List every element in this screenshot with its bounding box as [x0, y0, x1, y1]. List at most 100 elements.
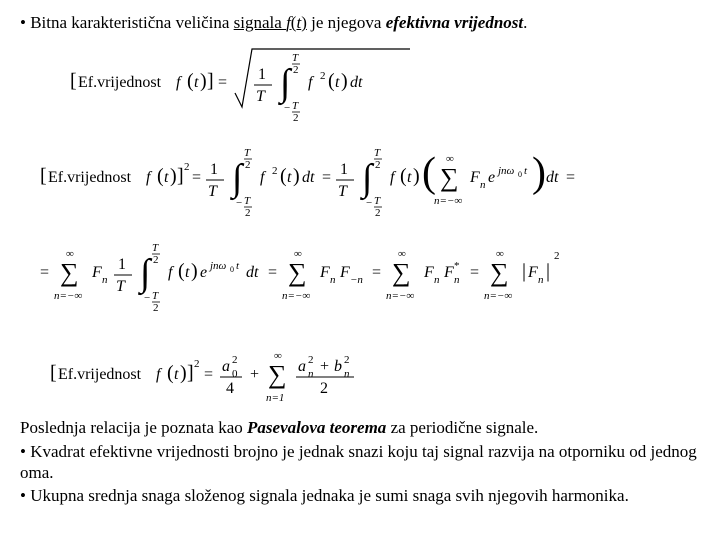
svg-text:(: (	[328, 70, 335, 92]
svg-text:2: 2	[245, 159, 251, 171]
svg-text:t: t	[194, 74, 199, 91]
svg-text:(: (	[422, 150, 436, 196]
svg-text:∑: ∑	[288, 258, 307, 287]
intro-signal: signala	[234, 13, 286, 32]
svg-text:F: F	[527, 264, 538, 281]
svg-text:∞: ∞	[398, 248, 406, 260]
svg-text:∑: ∑	[392, 258, 411, 287]
svg-text:2: 2	[293, 64, 299, 76]
svg-text:f: f	[168, 264, 175, 281]
svg-text:T: T	[374, 195, 381, 207]
svg-text:]: ]	[187, 362, 194, 384]
svg-text:(: (	[187, 70, 194, 92]
svg-text:T: T	[244, 195, 251, 207]
svg-text:∑: ∑	[60, 258, 79, 287]
svg-text:t: t	[174, 366, 179, 383]
svg-text:∫: ∫	[360, 157, 375, 201]
svg-text:T: T	[292, 52, 299, 64]
svg-text:(: (	[167, 362, 174, 384]
svg-text:f: f	[156, 366, 163, 383]
svg-text:jnω: jnω	[496, 165, 515, 177]
svg-text:2: 2	[375, 159, 381, 171]
closing-p1: Poslednja relacija je poznata kao Paseva…	[20, 417, 700, 438]
svg-text:[: [	[70, 70, 77, 92]
svg-text:1: 1	[340, 161, 348, 178]
svg-text:n: n	[344, 368, 350, 380]
svg-text:f: f	[176, 74, 183, 91]
svg-text:a: a	[298, 358, 306, 375]
svg-text:T: T	[244, 147, 251, 159]
svg-text:0: 0	[232, 368, 238, 380]
svg-text:dt: dt	[546, 169, 559, 186]
svg-text:): )	[413, 165, 420, 187]
svg-text:(: (	[400, 165, 407, 187]
svg-text:+: +	[320, 358, 329, 375]
svg-text:2: 2	[153, 302, 159, 314]
closing-p1a: Poslednja relacija je poznata kao	[20, 418, 247, 437]
svg-text:n: n	[330, 274, 336, 286]
svg-text:=: =	[40, 264, 49, 281]
formula-svg: .mi { font-family:"Times New Roman",seri…	[40, 39, 680, 409]
svg-text:∑: ∑	[440, 163, 459, 192]
svg-text:2: 2	[293, 112, 299, 124]
svg-text:f: f	[390, 169, 397, 186]
svg-text:4: 4	[226, 380, 234, 397]
svg-text:T: T	[292, 100, 299, 112]
svg-text:−: −	[366, 197, 372, 209]
svg-text:2: 2	[308, 354, 314, 366]
svg-text:T: T	[116, 278, 126, 295]
svg-text:n=−∞: n=−∞	[54, 290, 82, 302]
svg-text:2: 2	[194, 358, 200, 370]
svg-text:): )	[200, 70, 207, 92]
svg-text:(: (	[178, 260, 185, 282]
svg-text:t: t	[407, 169, 412, 186]
svg-text:=: =	[192, 169, 201, 186]
svg-text:F: F	[319, 264, 330, 281]
svg-text:): )	[180, 362, 187, 384]
svg-text:∞: ∞	[496, 248, 504, 260]
svg-text:n=−∞: n=−∞	[484, 290, 512, 302]
svg-text:): )	[170, 165, 177, 187]
svg-text:dt: dt	[302, 169, 315, 186]
svg-text:T: T	[152, 290, 159, 302]
svg-text:+: +	[250, 366, 259, 383]
svg-text:F: F	[469, 169, 480, 186]
svg-text:2: 2	[320, 380, 328, 397]
svg-text:n: n	[434, 274, 440, 286]
svg-text:t: t	[164, 169, 169, 186]
svg-text:1: 1	[258, 66, 266, 83]
svg-text:∑: ∑	[268, 360, 287, 389]
svg-text:2: 2	[375, 207, 381, 219]
svg-text:|: |	[546, 260, 550, 282]
svg-text:F: F	[339, 264, 350, 281]
svg-text:t: t	[335, 74, 340, 91]
svg-text:∫: ∫	[138, 252, 153, 296]
svg-text:): )	[191, 260, 198, 282]
svg-text:=: =	[372, 264, 381, 281]
svg-text:f: f	[308, 74, 315, 91]
svg-text:T: T	[256, 88, 266, 105]
svg-text:1: 1	[118, 256, 126, 273]
svg-text:t: t	[185, 264, 190, 281]
svg-text:Ef.vrijednost: Ef.vrijednost	[58, 366, 142, 383]
svg-text:n: n	[102, 274, 108, 286]
svg-text:∫: ∫	[278, 62, 293, 106]
svg-text:−n: −n	[350, 274, 363, 286]
svg-text:2: 2	[184, 161, 190, 173]
svg-text:jnω: jnω	[208, 260, 227, 272]
svg-text:n=−∞: n=−∞	[386, 290, 414, 302]
intro-period: .	[523, 13, 527, 32]
svg-text:): )	[341, 70, 348, 92]
svg-text:=: =	[322, 169, 331, 186]
svg-text:−: −	[284, 102, 290, 114]
svg-text:(: (	[157, 165, 164, 187]
svg-text:0: 0	[230, 265, 234, 274]
svg-text:Ef.vrijednost: Ef.vrijednost	[78, 74, 162, 91]
intro-part2: je njegova	[307, 13, 386, 32]
svg-text:−: −	[236, 197, 242, 209]
svg-text:): )	[532, 150, 546, 196]
svg-text:a: a	[222, 358, 230, 375]
svg-text:Ef.vrijednost: Ef.vrijednost	[48, 169, 132, 186]
svg-text:T: T	[208, 183, 218, 200]
intro-emph: efektivna vrijednost	[386, 13, 523, 32]
